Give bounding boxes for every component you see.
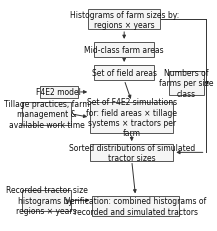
FancyBboxPatch shape xyxy=(22,103,71,126)
Text: Sorted distributions of simulated
tractor sizes: Sorted distributions of simulated tracto… xyxy=(69,143,195,162)
FancyBboxPatch shape xyxy=(94,66,155,80)
Text: Numbers of
farms per size
class: Numbers of farms per size class xyxy=(159,69,214,98)
FancyBboxPatch shape xyxy=(88,10,160,30)
Text: Recorded tractor size
histograms by:
regions × years: Recorded tractor size histograms by: reg… xyxy=(6,186,87,215)
FancyBboxPatch shape xyxy=(40,86,78,99)
FancyBboxPatch shape xyxy=(94,43,155,58)
Text: Verification: combined histograms of
recorded and simulated tractors: Verification: combined histograms of rec… xyxy=(65,197,206,216)
FancyBboxPatch shape xyxy=(90,102,173,133)
Text: Histograms of farm sizes by:
regions × years: Histograms of farm sizes by: regions × y… xyxy=(69,11,179,30)
FancyBboxPatch shape xyxy=(22,190,71,211)
Text: Set of F4E2 simulations
for: field areas × tillage
systems × tractors per
farm: Set of F4E2 simulations for: field areas… xyxy=(86,98,177,138)
Text: F4E2 model: F4E2 model xyxy=(36,88,81,97)
FancyBboxPatch shape xyxy=(92,196,179,216)
Text: Mid-class farm areas: Mid-class farm areas xyxy=(84,46,164,55)
FancyBboxPatch shape xyxy=(90,144,173,161)
Text: Tillage practices, farm
management &
available work time: Tillage practices, farm management & ava… xyxy=(4,100,89,129)
FancyBboxPatch shape xyxy=(169,71,204,95)
Text: Set of field areas: Set of field areas xyxy=(92,69,157,78)
